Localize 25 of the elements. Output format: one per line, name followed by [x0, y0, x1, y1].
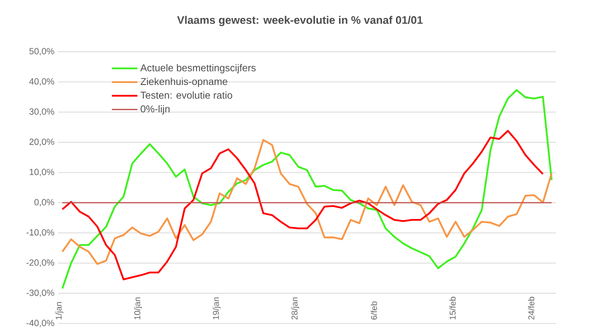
x-tick-label: 6/feb [370, 301, 378, 320]
y-tick-label: -40,0% [26, 320, 54, 328]
y-tick-label: 20,0% [30, 138, 54, 146]
y-tick-label: 40,0% [29, 78, 54, 86]
line-series [61, 138, 553, 265]
y-tick-label: 30,0% [29, 108, 54, 116]
chart-title: Vlaams gewest: week-evolutie in % vanaf 01/01 [177, 16, 423, 26]
legend-label: 0%-lijn [140, 105, 170, 114]
y-tick-label: -30,0% [26, 290, 54, 297]
y-tick-label: -10,0% [26, 229, 54, 237]
line-series [61, 130, 544, 280]
legend-label: Actuele besmettingscijfers [140, 64, 256, 74]
x-tick-label: 28/jan [291, 297, 300, 320]
y-tick-label: -20,0% [26, 259, 54, 267]
line-series [61, 89, 553, 290]
legend-label: Testen: evolutie ratio [140, 91, 232, 99]
x-tick-label: 15/feb [449, 296, 456, 320]
x-tick-label: 1/jan [55, 302, 64, 320]
x-tick-label: 19/jan [212, 297, 221, 320]
x-tick-label: 24/feb [528, 296, 534, 320]
y-tick-label: 0,0% [34, 198, 54, 206]
y-tick-label: 10,0% [30, 168, 54, 176]
legend-label: Ziekenhuis-opname [140, 78, 228, 88]
y-tick-label: 50,0% [29, 48, 54, 56]
x-tick-label: 10/jan [134, 297, 142, 320]
